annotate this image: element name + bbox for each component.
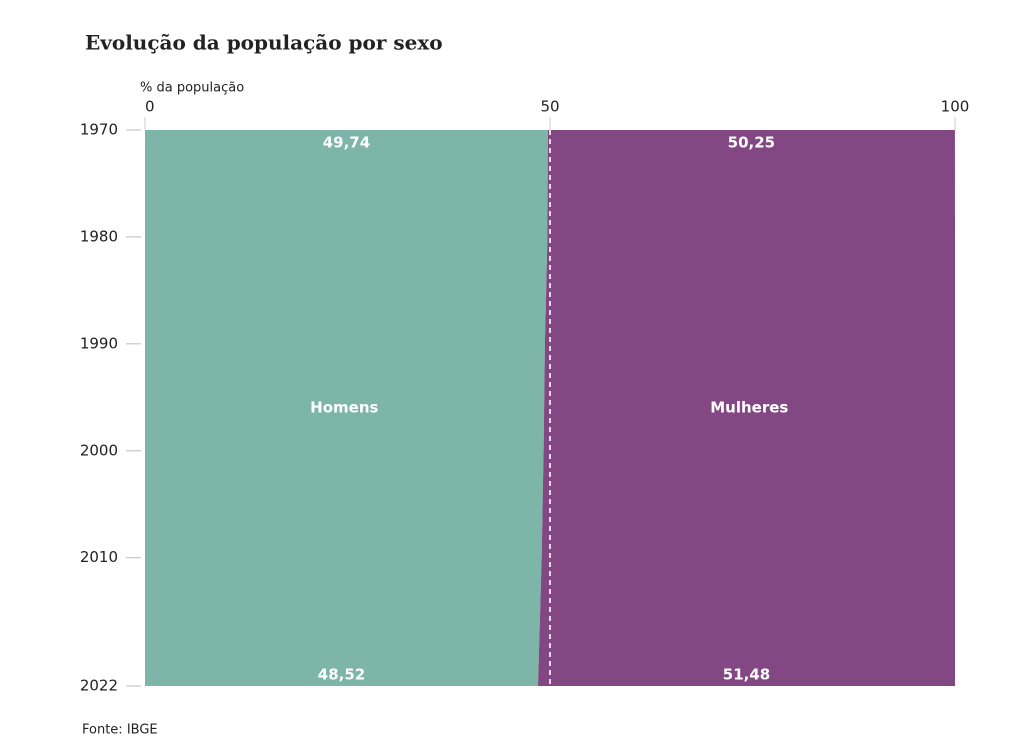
y-tick-label: 2000 (80, 441, 118, 459)
data-label: 49,74 (323, 134, 370, 152)
area (538, 130, 955, 686)
series-label: Homens (310, 399, 378, 417)
source: Fonte: IBGE (82, 723, 158, 738)
y-tick-label: 1990 (80, 334, 118, 352)
area (145, 130, 548, 686)
y-tick-label: 2022 (80, 677, 118, 695)
x-tick-label: 0 (145, 98, 155, 116)
series-label: Mulheres (710, 399, 788, 417)
chart-title: Evolução da população por sexo (85, 31, 443, 55)
data-label: 50,25 (728, 134, 775, 152)
x-tick-label: 50 (540, 98, 559, 116)
data-label: 48,52 (318, 666, 365, 684)
data-label: 51,48 (723, 666, 770, 684)
y-tick-label: 2010 (80, 548, 118, 566)
x-axis-label: % da população (140, 81, 244, 96)
x-tick-label: 100 (941, 98, 970, 116)
y-tick-label: 1980 (80, 227, 118, 245)
y-tick-label: 1970 (80, 121, 118, 139)
